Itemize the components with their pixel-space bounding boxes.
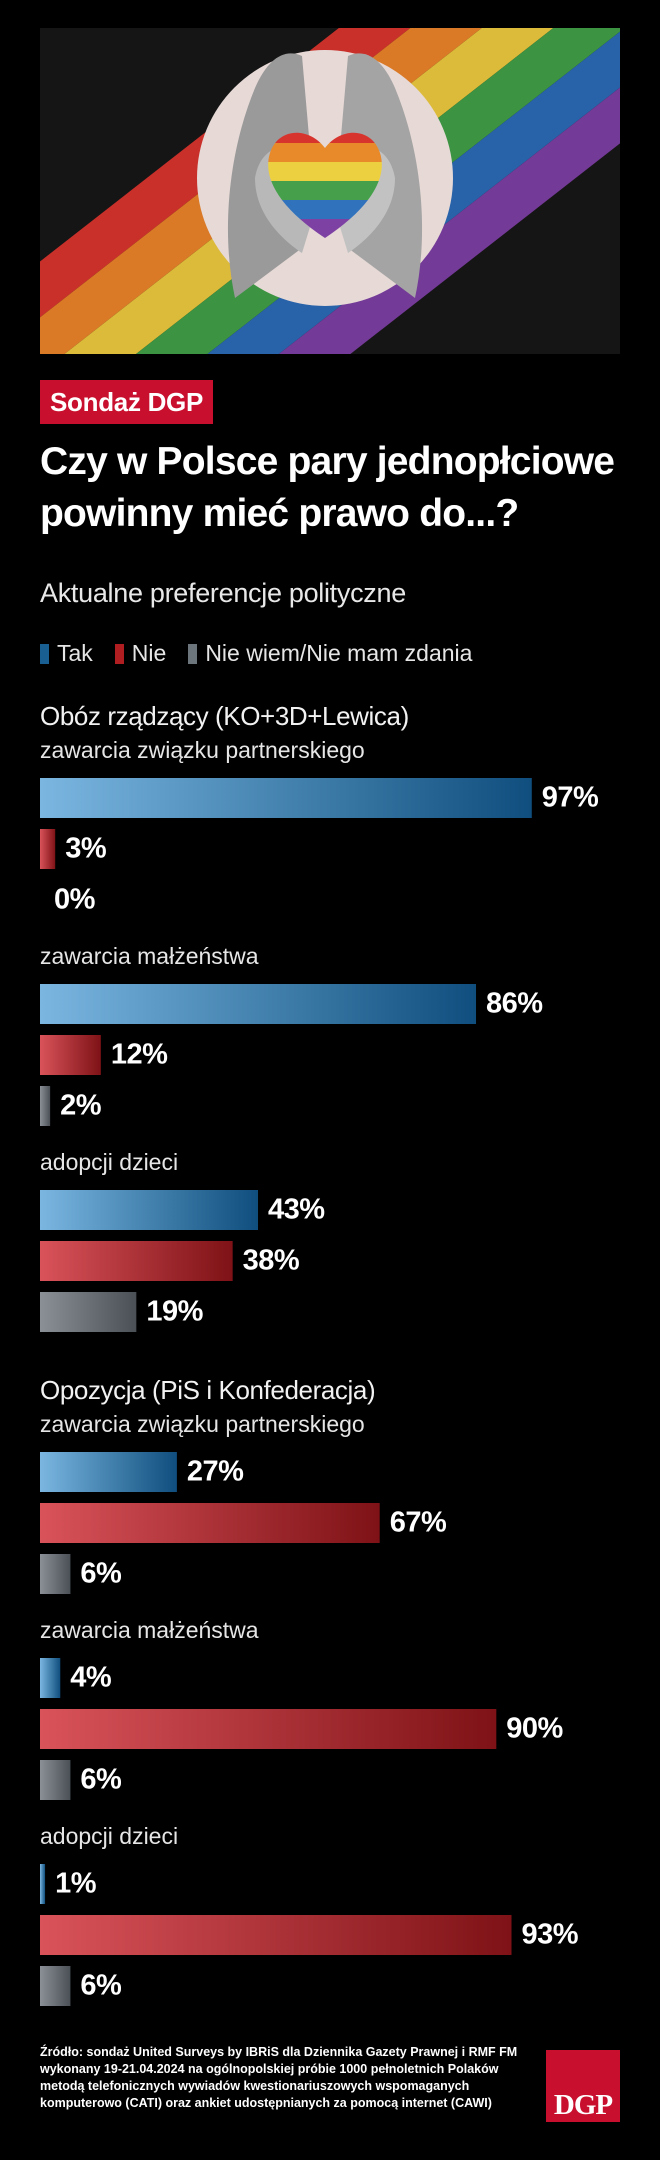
rainbow-hands-illustration [40,28,620,354]
data-label-tak: 97% [542,782,599,814]
group-heading: Obóz rządzący (KO+3D+Lewica) [40,701,409,731]
bar-nie-wiem [40,1086,51,1126]
data-label-nie-wiem: 6% [80,1558,122,1590]
data-label-nie: 3% [65,833,107,865]
data-label-tak: 27% [187,1456,244,1488]
dgp-logo: DGP [546,2050,620,2122]
bar-nie [40,1503,380,1543]
data-label-nie-wiem: 6% [80,1764,122,1796]
bar-nie-wiem [40,1760,71,1800]
data-label-nie: 90% [506,1713,563,1745]
bar-tak [40,1658,61,1698]
bar-tak [40,984,477,1024]
page-title: Czy w Polsce pary jednopłciowe powinny m… [40,440,615,535]
question-label: zawarcia związku partnerskiego [40,737,365,763]
question-label: adopcji dzieci [40,1149,178,1175]
bar-nie-wiem [40,1966,71,2006]
data-label-nie-wiem: 6% [80,1970,122,2002]
legend-item-nie: Nie [114,640,167,667]
legend-item-nie-wiem: Nie wiem/Nie mam zdania [188,640,472,667]
chart-legend: Tak Nie Nie wiem/Nie mam zdania [40,640,472,667]
source-note: Źródło: sondaż United Surveys by IBRiS d… [40,2045,518,2110]
page-subtitle: Aktualne preferencje polityczne [40,578,406,608]
bar-tak [40,1452,177,1492]
data-label-nie: 67% [390,1507,447,1539]
bar-tak [40,1864,46,1904]
data-label-nie-wiem: 0% [54,884,96,916]
question-label: adopcji dzieci [40,1823,178,1849]
bar-nie [40,1709,497,1749]
data-label-nie: 12% [111,1039,168,1071]
data-label-tak: 4% [70,1662,112,1694]
legend-swatch-nie [114,643,124,664]
hero-image [40,28,620,354]
bar-tak [40,1190,259,1230]
legend-swatch-tak [40,643,49,664]
bar-nie-wiem [40,1292,137,1332]
data-label-tak: 86% [486,988,543,1020]
question-label: zawarcia małżeństwa [40,943,259,969]
bar-nie [40,1915,512,1955]
bar-nie [40,1241,233,1281]
data-label-nie-wiem: 2% [60,1090,102,1122]
bar-nie [40,1035,101,1075]
bar-nie-wiem [40,1554,71,1594]
data-label-tak: 1% [55,1868,97,1900]
legend-label-tak: Tak [57,640,93,666]
poll-badge: Sondaż DGP [40,380,214,424]
legend-item-tak: Tak [40,640,93,667]
question-label: zawarcia związku partnerskiego [40,1411,365,1437]
legend-swatch-nie-wiem [188,643,198,664]
question-label: zawarcia małżeństwa [40,1617,259,1643]
data-label-tak: 43% [268,1194,325,1226]
legend-label-nie-wiem: Nie wiem/Nie mam zdania [205,640,473,666]
data-label-nie: 93% [522,1919,579,1951]
group-heading: Opozycja (PiS i Konfederacja) [40,1375,375,1405]
data-label-nie-wiem: 19% [146,1296,203,1328]
bar-tak [40,778,532,818]
bar-nie [40,829,56,869]
data-label-nie: 38% [243,1245,300,1277]
legend-label-nie: Nie [131,640,167,666]
